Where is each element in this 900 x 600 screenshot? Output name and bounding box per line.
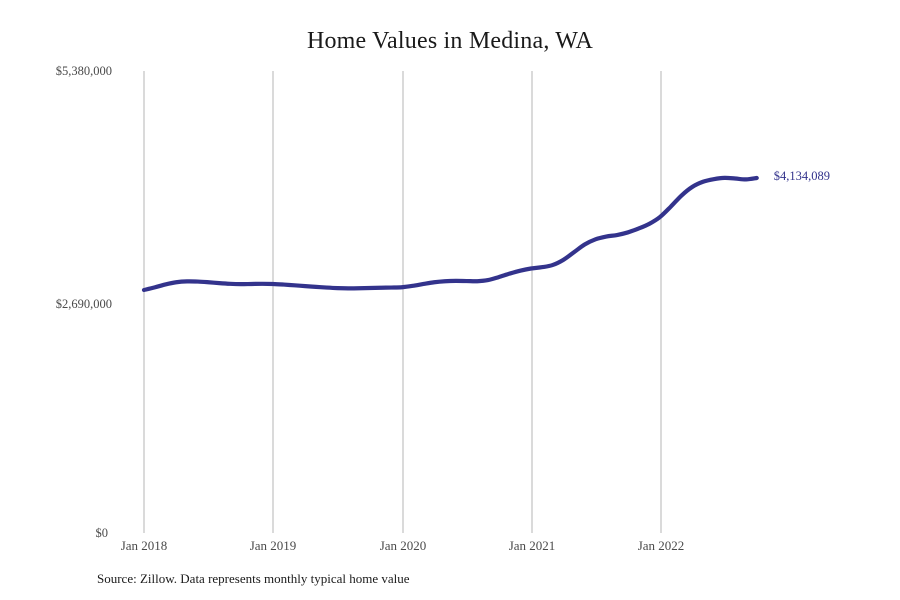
home-value-line [141,175,759,293]
gridlines [143,71,662,533]
y-axis-tick-zero: $0 [95,526,109,540]
y-axis-tick-max: $5,380,000 [55,64,112,78]
end-value-annotation: $4,134,089 [773,168,830,183]
x-axis-tick-jan-2022: Jan 2022 [637,538,685,553]
x-axis-tick-jan-2020: Jan 2020 [379,538,427,553]
y-axis-tick-mid: $2,690,000 [55,297,112,311]
x-axis-tick-jan-2019: Jan 2019 [249,538,297,553]
chart-title: Home Values in Medina, WA [306,28,594,54]
x-axis-tick-jan-2018: Jan 2018 [120,538,168,553]
x-axis-tick-jan-2021: Jan 2021 [508,538,556,553]
source-note: Source: Zillow. Data represents monthly … [97,571,410,586]
